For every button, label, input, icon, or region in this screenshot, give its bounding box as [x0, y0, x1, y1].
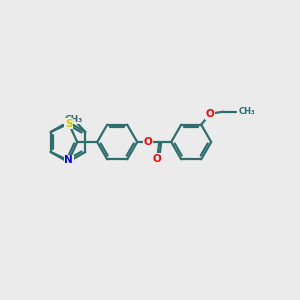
Text: CH₃: CH₃: [238, 107, 255, 116]
Text: O: O: [206, 109, 214, 119]
Text: CH₃: CH₃: [64, 115, 83, 124]
Text: N: N: [64, 155, 73, 166]
Text: O: O: [153, 154, 162, 164]
Text: O: O: [144, 137, 153, 147]
Text: S: S: [65, 118, 73, 128]
